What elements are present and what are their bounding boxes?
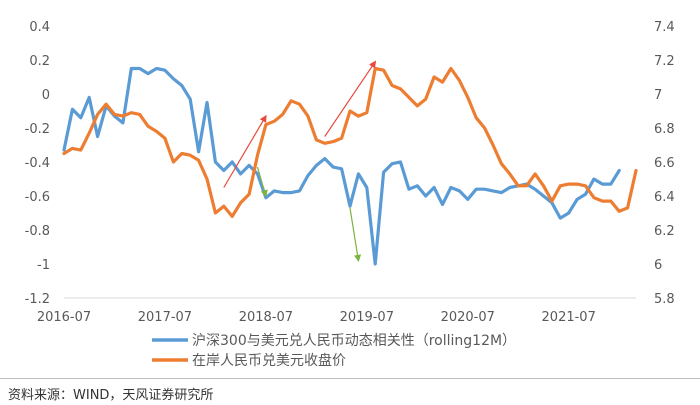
legend-label: 在岸人民币兑美元收盘价	[192, 352, 346, 369]
left-axis-tick-label: 0	[42, 88, 50, 103]
cny-rate-series-line	[62, 66, 638, 218]
x-axis-ticks: 2016-07 2017-07 2018-07 2019-07 2020-07 2021-…	[37, 310, 596, 325]
annotation-group	[223, 60, 377, 263]
green-trend-arrow	[256, 166, 268, 198]
right-axis-tick-label: 6	[654, 258, 662, 273]
red-trend-arrow	[324, 60, 377, 137]
left-axis-ticks: 0.4 0.2 0 -0.2 -0.4 -0.6 -0.8 -1 -1.2	[25, 20, 50, 307]
source-divider	[0, 378, 700, 379]
red-trend-arrow	[223, 114, 267, 188]
green-trend-arrow	[349, 207, 362, 263]
chart: 0.4 0.2 0 -0.2 -0.4 -0.6 -0.8 -1 -1.2 7.4 7.2 7 6.8…	[25, 20, 675, 369]
right-axis-ticks: 7.4 7.2 7 6.8 6.6 6.4 6.2 6 5.8	[654, 20, 675, 307]
left-axis-tick-label: -0.4	[25, 156, 50, 171]
right-axis-tick-label: 6.6	[654, 156, 675, 171]
right-axis-tick-label: 6.2	[654, 224, 675, 239]
right-axis-tick-label: 6.8	[654, 122, 675, 137]
right-axis-tick-label: 5.8	[654, 292, 675, 307]
x-axis-tick-label: 2017-07	[138, 310, 192, 325]
left-axis-tick-label: -1.2	[25, 292, 50, 307]
right-axis-tick-label: 7	[654, 88, 662, 103]
x-axis-tick-label: 2021-07	[542, 310, 596, 325]
right-axis-tick-label: 6.4	[654, 190, 675, 205]
legend-label: 沪深300与美元兑人民币动态相关性（rolling12M）	[192, 333, 516, 349]
left-axis-tick-label: -0.2	[25, 122, 50, 137]
source-note: 资料来源：WIND，天风证券研究所	[8, 388, 214, 403]
right-axis-tick-label: 7.4	[654, 20, 675, 35]
left-axis-tick-label: -1	[37, 258, 50, 273]
series-group	[62, 66, 638, 266]
x-axis-tick-label: 2019-07	[340, 310, 394, 325]
left-axis-tick-label: -0.6	[25, 190, 50, 205]
left-axis-tick-label: 0.4	[29, 20, 50, 35]
left-axis-tick-label: -0.8	[25, 224, 50, 239]
right-axis-tick-label: 7.2	[654, 54, 675, 69]
legend: 沪深300与美元兑人民币动态相关性（rolling12M） 在岸人民币兑美元收盘价	[152, 333, 516, 369]
left-axis-tick-label: 0.2	[29, 54, 50, 69]
x-axis-tick-label: 2020-07	[441, 310, 495, 325]
x-axis-tick-label: 2018-07	[239, 310, 293, 325]
correlation-series-line	[62, 66, 621, 266]
x-axis-tick-label: 2016-07	[37, 310, 91, 325]
